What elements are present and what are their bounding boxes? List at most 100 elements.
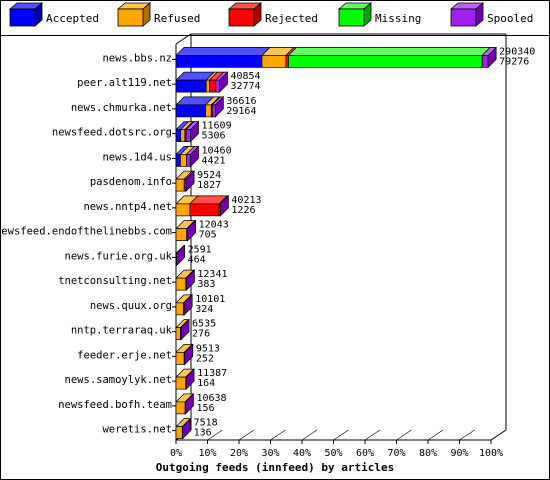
bar-segment-spooled [211,104,216,118]
bar-value-top: 40213 [231,195,261,206]
category-label: peer.alt119.net [77,77,172,89]
legend-swatch-missing [338,8,365,27]
bar-segment-refused [175,352,185,365]
bar-end-side [185,393,194,415]
bar-value-top: 10460 [201,145,231,156]
bar-value-bottom: 1226 [231,205,255,216]
bar-segment-refused [180,129,186,142]
bar-segment-accepted [175,79,207,93]
bar-segment-refused [205,104,212,118]
bar-segment-rejected [285,55,289,68]
bar-value-top: 10101 [195,294,225,305]
bar-segment-spooled [481,55,489,68]
legend-swatch-spooled [450,8,477,27]
bar-value-bottom: 4421 [201,155,225,166]
legend-label-rejected: Rejected [265,12,318,25]
bar-value-bottom: 164 [197,378,215,389]
bar-segment-refused [175,178,185,192]
bar-segment-rejected [209,79,217,93]
bar-segment-refused [261,55,287,68]
bar-segment-missing [288,55,483,68]
bar-value-bottom: 276 [192,329,210,340]
bar-value-bottom: 464 [188,254,206,265]
bar-value-top: 9524 [197,170,221,181]
x-tick-floor-line [301,429,318,441]
bar-end-side [190,120,199,143]
bar-top-missing [287,47,492,56]
bar-segment-accepted [175,154,181,167]
x-tick-label: 0% [170,448,182,459]
legend-label-spooled: Spooled [487,12,533,25]
bar-value-top: 10638 [196,393,226,404]
bar-value-top: 290340 [499,46,535,57]
x-tick-label: 80% [419,448,437,459]
bar-value-top: 9513 [196,343,220,354]
legend-label-refused: Refused [154,12,200,25]
bars [175,46,498,440]
bar-segment-spooled [215,79,220,93]
category-label: nntp.terraraq.uk [71,325,173,337]
x-tick-floor-line [207,429,223,441]
bar-segment-refused [175,277,187,291]
category-label: news.quux.org [90,300,172,312]
bar-top-accepted [175,47,271,56]
bar-segment-accepted [175,129,182,142]
x-tick-floor-line [364,429,381,441]
category-label: news.furie.org.uk [65,250,173,262]
x-tick-label: 100% [479,448,503,459]
x-tick-label: 20% [230,448,248,459]
legend: Accepted Refused Rejected Missing Spooled [8,2,533,27]
category-label: news.samoylyk.net [65,374,172,386]
bar-end-side [185,368,195,390]
bar-segment-refused [175,401,186,415]
bar-segment-refused [205,79,210,93]
bar-end-side [219,71,228,93]
bar-value-top: 11609 [201,121,231,132]
category-label: news.chmurka.net [71,102,172,114]
category-label: feeder.erje.net [77,349,172,361]
bar-end-side [185,170,195,192]
bar-value-top: 7518 [194,418,218,429]
x-tick-floor-line [459,429,475,441]
legend-label-missing: Missing [375,12,421,25]
bar-segment-spooled [186,154,191,167]
x-tick-floor-line [490,429,507,441]
category-label: pasdenom.info [90,176,172,188]
bar-segment-rejected [189,203,220,217]
bar-segment-accepted [175,104,206,118]
bar-end-side [487,46,497,69]
bar-value-bottom: 5306 [201,131,225,142]
bar-end-side [184,343,194,366]
x-tick-label: 10% [198,448,216,459]
category-label: newsfeed.dotsrc.org [52,127,172,139]
bar-value-bottom: 136 [194,428,212,439]
category-label: news.nntp4.net [83,201,172,213]
x-tick-floor-line [270,429,286,441]
bar-end-side [186,269,195,291]
x-tick-floor-line [238,429,255,441]
bar-value-bottom: 705 [199,230,217,241]
bar-value-bottom: 156 [196,403,214,414]
bar-end-side [180,318,190,341]
bar-end-side [176,244,185,267]
x-tick-floor-line [396,429,412,441]
legend-label-accepted: Accepted [46,12,99,25]
bar-segment-refused [175,228,188,241]
bar-segment-refused [175,426,183,439]
x-tick-floor-line [333,429,349,441]
bar-value-bottom: 79276 [499,56,529,67]
x-tick-label: 40% [293,448,311,459]
axis-corner-top [175,33,192,45]
bar-value-top: 36616 [226,96,256,107]
bar-segment-refused [175,327,181,340]
x-tick-label: 60% [356,448,374,459]
category-label: newsfeed.bofh.team [58,399,172,411]
bar-value-top: 11387 [197,368,227,379]
bar-end-side [187,219,197,242]
category-label: weretis.net [102,424,172,436]
bar-value-bottom: 252 [196,353,214,364]
